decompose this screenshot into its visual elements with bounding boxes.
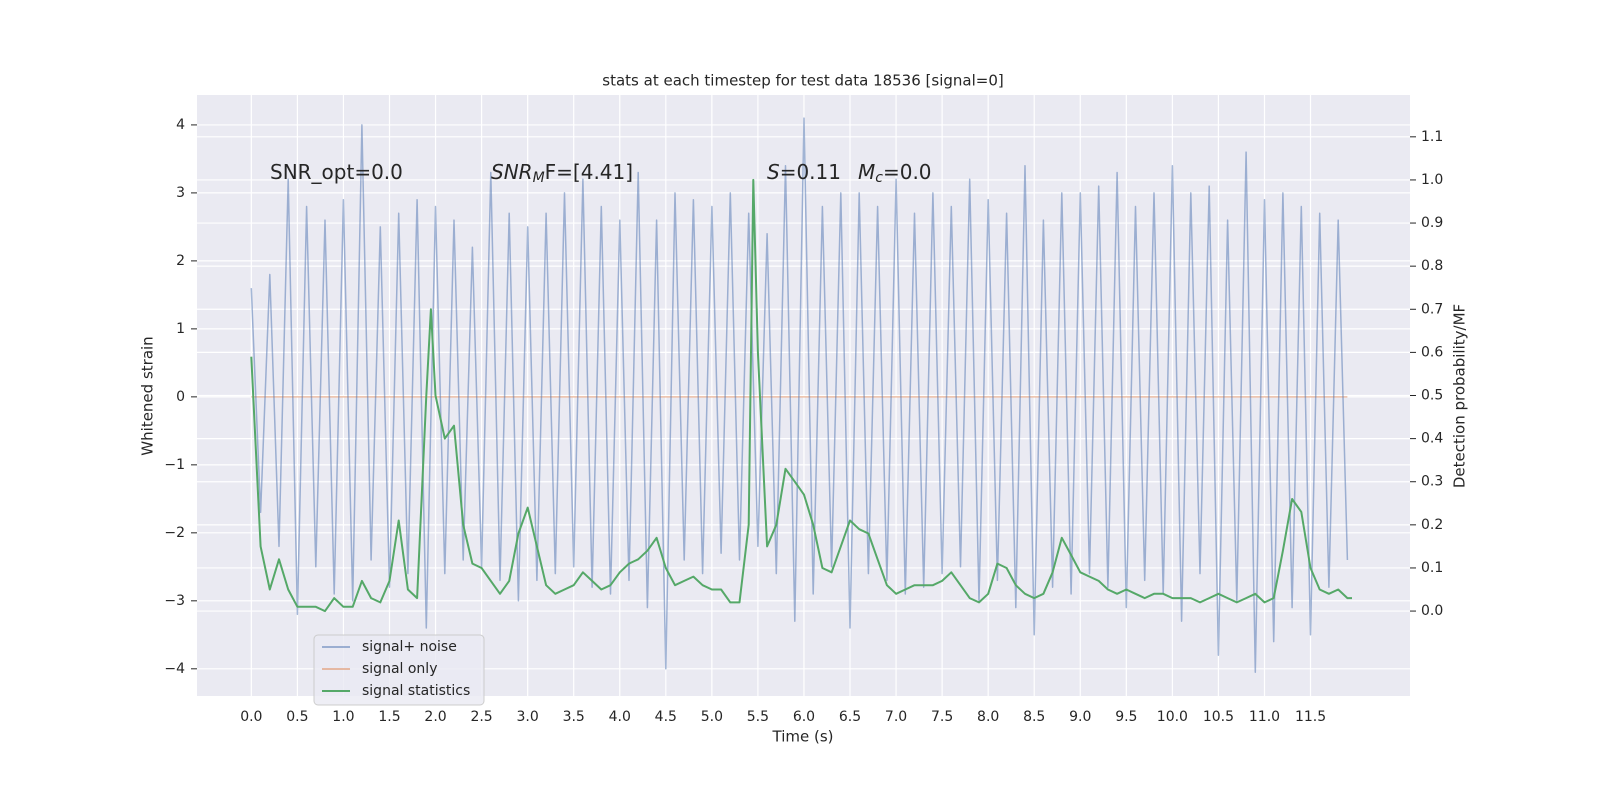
- y2-tick-label: 0.7: [1421, 301, 1443, 317]
- y-tick-label: 2: [176, 253, 185, 269]
- y2-tick-label: 1.0: [1421, 172, 1443, 188]
- x-tick-label: 3.5: [563, 709, 585, 725]
- x-tick-label: 9.0: [1069, 709, 1091, 725]
- y2-tick-label: 0.2: [1421, 517, 1443, 533]
- y-tick-label: −4: [164, 661, 185, 677]
- y-tick-label: −2: [164, 525, 185, 541]
- x-tick-label: 2.5: [470, 709, 492, 725]
- legend-label: signal statistics: [362, 683, 470, 699]
- x-tick-label: 8.0: [977, 709, 999, 725]
- annotation-part: F=[4.41]: [545, 160, 633, 184]
- annotation-part: M: [533, 170, 545, 186]
- legend-box: [313, 634, 485, 706]
- x-tick-label: 1.5: [378, 709, 400, 725]
- annotation-part: =0.11: [780, 160, 841, 184]
- x-tick-label: 0.5: [286, 709, 308, 725]
- y2-tick-label: 1.1: [1421, 129, 1443, 145]
- annotation: Mc=0.0: [858, 160, 932, 187]
- y2-tick-label: 0.0: [1421, 603, 1443, 619]
- legend-label: signal+ noise: [362, 639, 457, 655]
- x-tick-label: 7.5: [931, 709, 953, 725]
- x-tick-label: 6.0: [793, 709, 815, 725]
- series-line: [250, 117, 1349, 673]
- legend-label: signal only: [362, 661, 437, 677]
- annotation: SNR_opt=0.0: [270, 160, 403, 184]
- y-tick-label: −3: [164, 593, 185, 609]
- annotation-part: SNR_opt=0.0: [270, 160, 403, 184]
- y2-tick-label: 0.9: [1421, 215, 1443, 231]
- y2-tick-label: 0.1: [1421, 560, 1443, 576]
- y2-axis-label: Detection probability/MF: [1451, 304, 1469, 488]
- chart-title: stats at each timestep for test data 185…: [602, 72, 1003, 90]
- annotation-part: c: [875, 170, 883, 186]
- x-tick-label: 9.5: [1115, 709, 1137, 725]
- y-axis-label: Whitened strain: [139, 336, 157, 455]
- annotation: SNRMF=[4.41]: [491, 160, 633, 187]
- x-tick-label: 5.5: [747, 709, 769, 725]
- y2-tick-label: 0.3: [1421, 474, 1443, 490]
- x-tick-label: 11.0: [1249, 709, 1280, 725]
- y2-tick-label: 0.8: [1421, 258, 1443, 274]
- y-tick-label: 1: [176, 321, 185, 337]
- y2-tick-label: 0.6: [1421, 344, 1443, 360]
- x-tick-label: 1.0: [332, 709, 354, 725]
- annotation-part: M: [858, 160, 875, 184]
- x-tick-label: 2.0: [424, 709, 446, 725]
- annotation-part: S: [767, 160, 780, 184]
- x-tick-label: 11.5: [1295, 709, 1326, 725]
- x-tick-label: 3.0: [517, 709, 539, 725]
- x-tick-label: 7.0: [885, 709, 907, 725]
- x-tick-label: 10.0: [1157, 709, 1188, 725]
- x-tick-label: 4.5: [655, 709, 677, 725]
- x-tick-label: 6.5: [839, 709, 861, 725]
- y-tick-label: 0: [176, 389, 185, 405]
- x-tick-label: 10.5: [1203, 709, 1234, 725]
- annotation: S=0.11: [767, 160, 841, 184]
- y-tick-label: 3: [176, 185, 185, 201]
- x-tick-label: 0.0: [240, 709, 262, 725]
- y2-tick-label: 0.5: [1421, 388, 1443, 404]
- legend: signal+ noise signal only signal statistic…: [313, 634, 485, 706]
- x-axis-label: Time (s): [772, 728, 834, 746]
- y-tick-label: −1: [164, 457, 185, 473]
- annotation-part: SNR: [491, 160, 533, 184]
- y-tick-label: 4: [176, 117, 185, 133]
- x-tick-label: 4.0: [609, 709, 631, 725]
- series-line: [250, 178, 1352, 613]
- y2-tick-label: 0.4: [1421, 431, 1443, 447]
- x-tick-label: 8.5: [1023, 709, 1045, 725]
- annotation-part: =0.0: [883, 160, 932, 184]
- x-tick-label: 5.0: [701, 709, 723, 725]
